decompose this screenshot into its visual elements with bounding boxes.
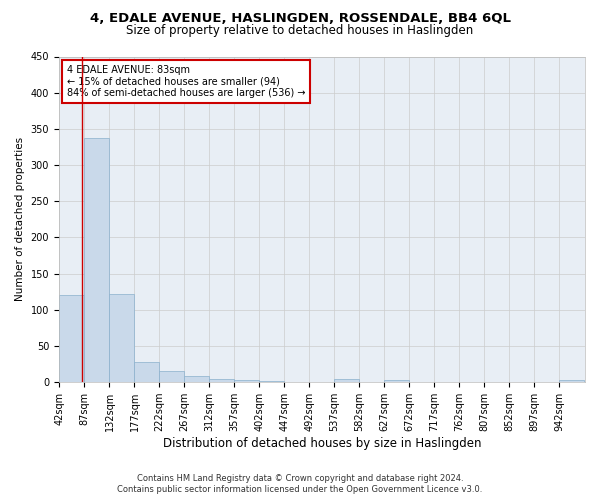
Bar bbox=[85, 138, 109, 382]
Y-axis label: Number of detached properties: Number of detached properties bbox=[15, 138, 25, 302]
Bar bbox=[184, 376, 209, 382]
X-axis label: Distribution of detached houses by size in Haslingden: Distribution of detached houses by size … bbox=[163, 437, 481, 450]
Bar bbox=[109, 294, 134, 382]
Text: Size of property relative to detached houses in Haslingden: Size of property relative to detached ho… bbox=[127, 24, 473, 37]
Bar bbox=[385, 380, 409, 382]
Bar bbox=[134, 362, 160, 382]
Bar bbox=[235, 380, 259, 382]
Bar bbox=[209, 378, 235, 382]
Text: Contains HM Land Registry data © Crown copyright and database right 2024.
Contai: Contains HM Land Registry data © Crown c… bbox=[118, 474, 482, 494]
Text: 4 EDALE AVENUE: 83sqm
← 15% of detached houses are smaller (94)
84% of semi-deta: 4 EDALE AVENUE: 83sqm ← 15% of detached … bbox=[67, 64, 305, 98]
Bar bbox=[559, 380, 584, 382]
Bar bbox=[59, 296, 85, 382]
Bar bbox=[160, 372, 184, 382]
Bar bbox=[334, 380, 359, 382]
Text: 4, EDALE AVENUE, HASLINGDEN, ROSSENDALE, BB4 6QL: 4, EDALE AVENUE, HASLINGDEN, ROSSENDALE,… bbox=[89, 12, 511, 26]
